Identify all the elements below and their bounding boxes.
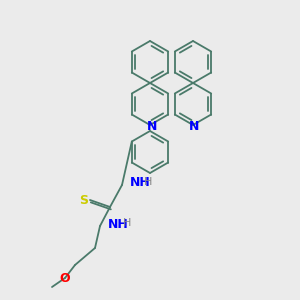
Text: NH: NH bbox=[108, 218, 129, 230]
Text: S: S bbox=[79, 194, 88, 206]
Text: O: O bbox=[60, 272, 70, 284]
Text: N: N bbox=[147, 119, 157, 133]
Text: N: N bbox=[189, 119, 199, 133]
Text: H: H bbox=[123, 218, 131, 228]
Text: H: H bbox=[144, 177, 152, 187]
Text: NH: NH bbox=[130, 176, 151, 188]
